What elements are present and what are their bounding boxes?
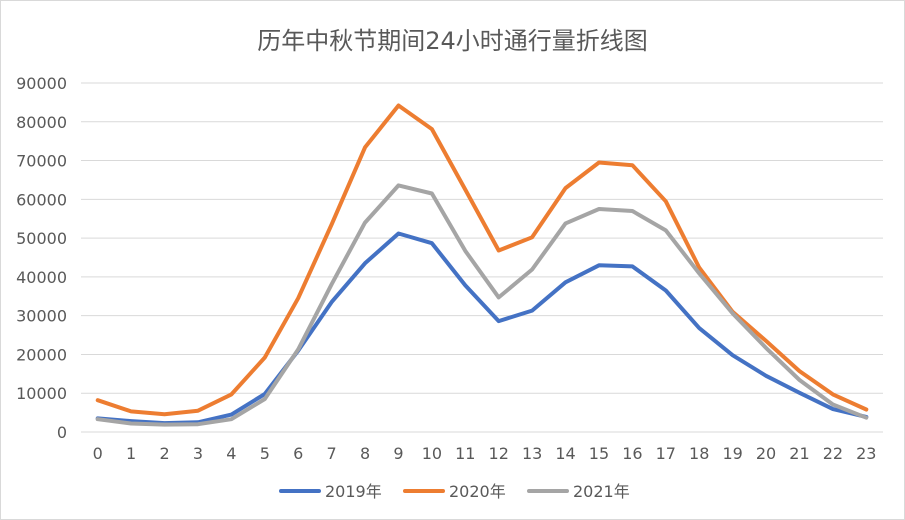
y-tick-label: 0: [57, 423, 67, 442]
x-tick-label: 17: [656, 444, 676, 463]
x-tick-label: 22: [823, 444, 843, 463]
x-tick-label: 9: [393, 444, 403, 463]
y-tick-label: 90000: [16, 74, 67, 93]
x-tick-label: 15: [589, 444, 609, 463]
x-tick-label: 5: [260, 444, 270, 463]
y-tick-label: 50000: [16, 229, 67, 248]
chart-title: 历年中秋节期间24小时通行量折线图: [257, 27, 648, 55]
x-tick-label: 4: [226, 444, 236, 463]
y-tick-label: 70000: [16, 152, 67, 171]
x-tick-label: 10: [422, 444, 442, 463]
x-tick-label: 21: [789, 444, 809, 463]
x-tick-label: 19: [722, 444, 742, 463]
legend-label: 2019年: [325, 482, 382, 501]
x-tick-label: 6: [293, 444, 303, 463]
series-line-2019年: [95, 231, 869, 426]
x-tick-label: 14: [555, 444, 575, 463]
x-tick-label: 18: [689, 444, 709, 463]
y-tick-label: 20000: [16, 345, 67, 364]
x-tick-label: 3: [193, 444, 203, 463]
y-tick-label: 10000: [16, 384, 67, 403]
x-tick-label: 7: [327, 444, 337, 463]
x-tick-label: 2: [159, 444, 169, 463]
y-tick-label: 30000: [16, 307, 67, 326]
x-tick-label: 23: [856, 444, 876, 463]
legend-label: 2020年: [449, 482, 506, 501]
x-tick-label: 11: [455, 444, 475, 463]
legend-label: 2021年: [573, 482, 630, 501]
y-tick-label: 80000: [16, 113, 67, 132]
y-tick-label: 60000: [16, 190, 67, 209]
series-line-2021年: [95, 183, 869, 427]
x-tick-label: 0: [93, 444, 103, 463]
x-tick-label: 12: [489, 444, 509, 463]
x-tick-label: 8: [360, 444, 370, 463]
x-tick-label: 1: [126, 444, 136, 463]
y-tick-label: 40000: [16, 268, 67, 287]
x-tick-label: 16: [622, 444, 642, 463]
x-tick-label: 20: [756, 444, 776, 463]
x-tick-label: 13: [522, 444, 542, 463]
